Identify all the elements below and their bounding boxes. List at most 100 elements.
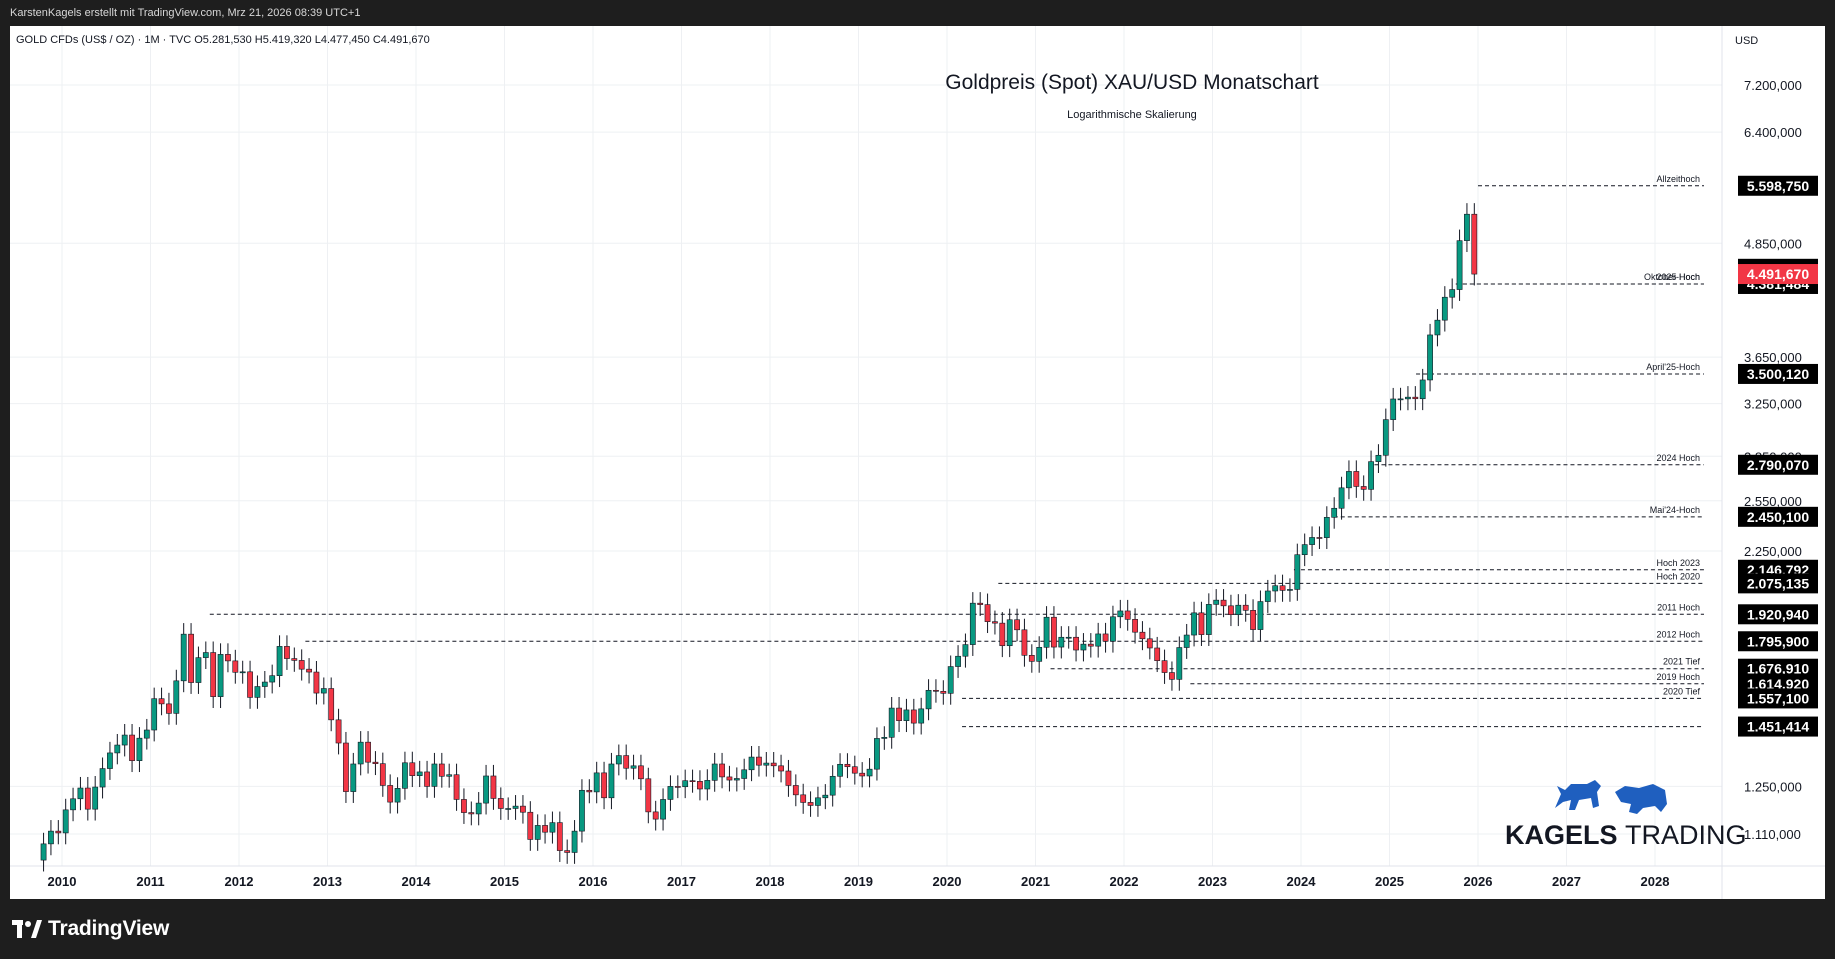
candle-body-161 [1228,605,1234,615]
candle-body-121 [933,689,939,692]
candle-body-61 [490,775,497,799]
candle-body-186 [1412,396,1419,400]
level-label-9-text: 1.795,900 [1747,633,1809,649]
level-label-9-box [1738,631,1818,652]
candle-body-19 [180,633,187,682]
candle-body-177 [1346,471,1352,489]
level-label-0-box [1738,175,1818,196]
level-name-11: 2019 Hoch [1656,672,1700,682]
x-tick-2010: 2010 [48,874,77,889]
candle-body-62 [497,798,504,809]
x-tick-2021: 2021 [1021,874,1050,889]
level-label-0-text: 5.598,750 [1747,178,1809,194]
candle-body-0 [40,843,47,861]
candle-body-24 [217,654,224,697]
level-name-1: 2025 Hoch [1656,272,1700,282]
level-name-9: 2012 Hoch [1656,629,1700,639]
candle-body-150 [1146,638,1153,649]
candle-body-14 [143,729,150,739]
level-label-5-text: 2.450,100 [1747,509,1809,525]
candle-body-43 [357,741,364,765]
level-label-3-text: 3.500,120 [1747,366,1809,382]
candle-body-57 [461,799,467,813]
candle-body-13 [136,737,143,761]
candle-body-108 [837,763,843,777]
candle-body-21 [195,657,202,683]
candle-body-143 [1095,633,1102,647]
tradingview-logo[interactable]: TradingView [12,917,169,941]
candle-body-37 [313,671,320,694]
level-label-12-box [1738,688,1818,709]
candle-body-3 [62,809,69,834]
candle-body-12 [129,734,135,761]
candle-body-30 [261,681,268,687]
level-label-13-box [1738,716,1818,737]
candle-body-35 [298,660,305,670]
candle-body-8 [99,768,106,788]
candle-body-23 [210,652,217,697]
candle-body-5 [77,787,84,800]
candle-body-10 [114,744,121,754]
candle-body-17 [166,703,172,714]
candle-body-106 [822,794,829,799]
candle-body-60 [483,775,489,804]
candle-body-176 [1338,487,1345,509]
x-tick-2024: 2024 [1287,874,1317,889]
y-tick-2250: 2.250,000 [1744,544,1802,559]
candle-body-164 [1250,610,1256,630]
candle-body-117 [903,709,910,721]
candle-body-153 [1169,672,1175,680]
x-tick-2012: 2012 [225,874,254,889]
candle-body-165 [1257,601,1264,630]
candle-body-138 [1058,636,1065,648]
candle-body-194 [1471,213,1478,275]
candle-body-34 [291,658,298,661]
candle-body-7 [92,786,99,810]
x-tick-2022: 2022 [1110,874,1139,889]
candle-body-72 [571,830,578,853]
candle-body-104 [807,802,814,806]
level-name-5: Mai'24-Hoch [1650,505,1700,515]
y-axis-ticks: 7.200,000 6.400,000 4.850,000 3.650,000 3.25… [1744,78,1802,842]
candle-body-33 [284,646,290,659]
price-chart[interactable]: Goldpreis (Spot) XAU/USD Monatschart Log… [10,26,1825,899]
level-name-6: Hoch 2023 [1656,558,1700,568]
x-tick-2017: 2017 [667,874,696,889]
candle-body-139 [1065,636,1072,639]
candle-body-2 [55,830,62,834]
candle-body-18 [173,680,180,714]
y-tick-2550: 2.550,000 [1744,494,1802,509]
candle-body-145 [1110,616,1116,642]
x-tick-2014: 2014 [402,874,432,889]
candle-body-113 [874,738,880,770]
candle-body-50 [409,762,416,776]
candle-body-9 [107,752,113,769]
candle-body-134 [1028,655,1035,662]
candle-body-69 [549,822,556,833]
candle-body-59 [475,802,482,815]
candle-body-86 [674,786,681,788]
level-label-13-text: 1.451,414 [1747,719,1809,735]
candle-body-125 [962,644,969,657]
candle-body-146 [1117,610,1124,618]
x-tick-2013: 2013 [313,874,342,889]
level-label-3-box [1738,363,1818,384]
level-name-0: Allzeithoch [1656,174,1700,184]
candle-body-155 [1183,634,1190,648]
candle-body-158 [1205,604,1212,635]
candle-body-102 [792,785,799,796]
level-label-11-text: 1.614,920 [1747,676,1809,692]
level-label-4-box [1738,454,1818,475]
candle-body-137 [1051,616,1057,648]
level-label-4-text: 2.790,070 [1747,457,1809,473]
candle-body-114 [881,737,888,739]
candle-body-100 [778,765,784,772]
chart-panel[interactable]: GOLD CFDs (US$ / OZ) · 1M · TVC O5.281,5… [10,26,1825,899]
candle-body-136 [1043,616,1050,648]
y-tick-4850: 4.850,000 [1744,236,1802,251]
price-level-labels: 5.598,7504.381,4843.500,1202.790,0702.45… [1738,175,1818,737]
level-label-10-text: 1.676,910 [1747,661,1809,677]
candle-body-82 [645,778,652,813]
candle-body-20 [188,633,194,683]
y-tick-7200: 7.200,000 [1744,78,1802,93]
